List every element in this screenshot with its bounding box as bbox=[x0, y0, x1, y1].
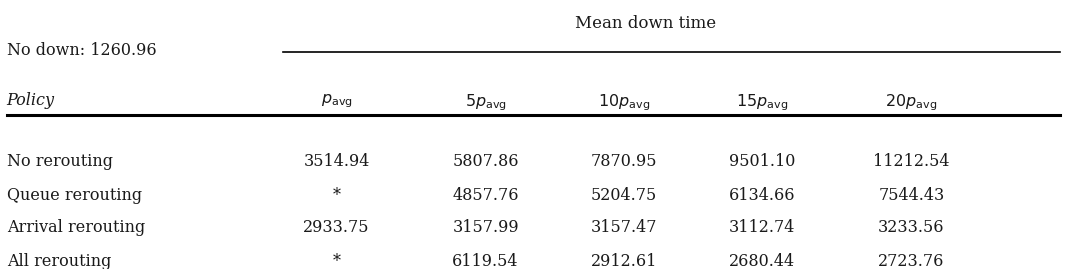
Text: 3157.47: 3157.47 bbox=[591, 219, 657, 236]
Text: *: * bbox=[333, 253, 340, 269]
Text: 2680.44: 2680.44 bbox=[729, 253, 795, 269]
Text: *: * bbox=[333, 187, 340, 204]
Text: 3112.74: 3112.74 bbox=[729, 219, 796, 236]
Text: 7870.95: 7870.95 bbox=[591, 153, 657, 170]
Text: 5204.75: 5204.75 bbox=[591, 187, 657, 204]
Text: 7544.43: 7544.43 bbox=[878, 187, 944, 204]
Text: No down: 1260.96: No down: 1260.96 bbox=[6, 42, 157, 59]
Text: 4857.76: 4857.76 bbox=[452, 187, 519, 204]
Text: 9501.10: 9501.10 bbox=[729, 153, 796, 170]
Text: $10p_{\rm avg}$: $10p_{\rm avg}$ bbox=[598, 92, 650, 112]
Text: 2933.75: 2933.75 bbox=[303, 219, 370, 236]
Text: 6134.66: 6134.66 bbox=[729, 187, 796, 204]
Text: 2723.76: 2723.76 bbox=[878, 253, 944, 269]
Text: $5p_{\rm avg}$: $5p_{\rm avg}$ bbox=[464, 92, 507, 112]
Text: $p_{\rm avg}$: $p_{\rm avg}$ bbox=[321, 92, 352, 109]
Text: 2912.61: 2912.61 bbox=[591, 253, 657, 269]
Text: 3157.99: 3157.99 bbox=[452, 219, 519, 236]
Text: Arrival rerouting: Arrival rerouting bbox=[6, 219, 145, 236]
Text: Mean down time: Mean down time bbox=[575, 15, 716, 32]
Text: 6119.54: 6119.54 bbox=[452, 253, 519, 269]
Text: 3233.56: 3233.56 bbox=[878, 219, 944, 236]
Text: Policy: Policy bbox=[6, 92, 54, 109]
Text: Queue rerouting: Queue rerouting bbox=[6, 187, 142, 204]
Text: No rerouting: No rerouting bbox=[6, 153, 113, 170]
Text: $15p_{\rm avg}$: $15p_{\rm avg}$ bbox=[736, 92, 789, 112]
Text: 11212.54: 11212.54 bbox=[873, 153, 950, 170]
Text: All rerouting: All rerouting bbox=[6, 253, 111, 269]
Text: 3514.94: 3514.94 bbox=[303, 153, 370, 170]
Text: $20p_{\rm avg}$: $20p_{\rm avg}$ bbox=[886, 92, 938, 112]
Text: 5807.86: 5807.86 bbox=[452, 153, 519, 170]
